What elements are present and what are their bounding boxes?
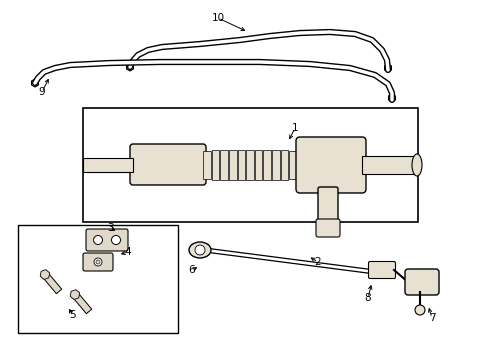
Text: 6: 6 [188, 265, 195, 275]
Ellipse shape [195, 245, 204, 255]
FancyBboxPatch shape [317, 187, 337, 223]
Bar [18, 225, 178, 333]
Bar [220, 150, 227, 180]
Ellipse shape [411, 154, 421, 176]
Text: 4: 4 [124, 247, 131, 257]
Polygon shape [42, 272, 61, 294]
FancyBboxPatch shape [404, 269, 438, 295]
Bar [280, 150, 288, 180]
Circle shape [96, 260, 100, 264]
Bar [237, 150, 244, 180]
Bar [263, 150, 270, 180]
Text: 9: 9 [39, 87, 45, 97]
Circle shape [111, 235, 120, 244]
Bar [245, 150, 253, 180]
FancyBboxPatch shape [368, 261, 395, 279]
Text: 3: 3 [106, 223, 113, 233]
Text: 1: 1 [291, 123, 298, 133]
FancyBboxPatch shape [130, 144, 205, 185]
Bar [203, 151, 210, 179]
Text: 8: 8 [364, 293, 370, 303]
Bar [361, 156, 416, 174]
Bar [83, 108, 417, 222]
Bar [211, 150, 219, 180]
Ellipse shape [189, 242, 210, 258]
FancyBboxPatch shape [295, 137, 365, 193]
Text: 5: 5 [68, 310, 75, 320]
Text: 2: 2 [314, 257, 321, 267]
Text: 7: 7 [428, 313, 434, 323]
Polygon shape [72, 292, 92, 314]
Text: 10: 10 [211, 13, 224, 23]
FancyBboxPatch shape [315, 219, 339, 237]
Bar [83, 158, 133, 172]
Bar [228, 150, 236, 180]
Circle shape [94, 258, 102, 266]
Circle shape [414, 305, 424, 315]
Bar [289, 151, 296, 179]
Circle shape [93, 235, 102, 244]
FancyBboxPatch shape [83, 253, 113, 271]
Bar [254, 150, 262, 180]
FancyBboxPatch shape [86, 229, 128, 251]
Bar [271, 150, 279, 180]
